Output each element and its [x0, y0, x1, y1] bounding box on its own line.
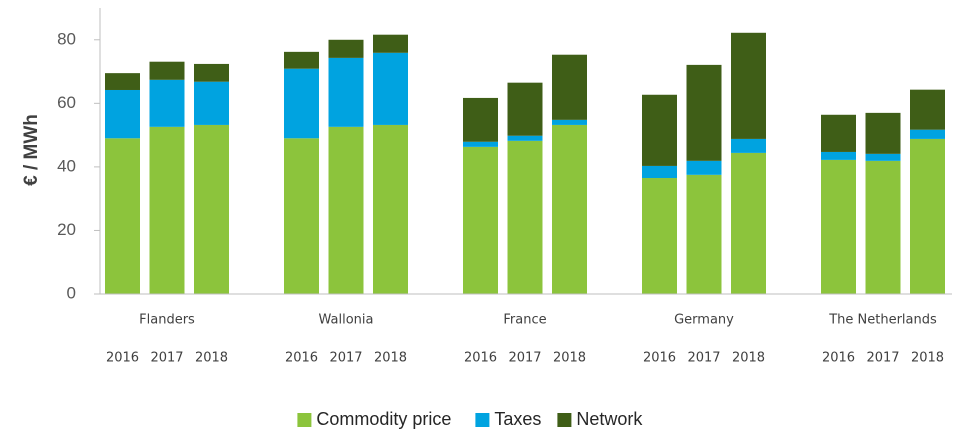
legend-swatch	[475, 413, 490, 427]
bar-segment	[552, 119, 587, 125]
bar-segment	[328, 57, 364, 127]
bar-segment	[507, 140, 543, 294]
bar-segment	[686, 174, 722, 294]
bar-segment	[910, 129, 945, 139]
x-tick-label: 2017	[687, 351, 720, 366]
bar-segment	[910, 138, 945, 294]
bar-segment	[373, 34, 408, 53]
bar-segment	[194, 81, 229, 125]
x-tick-label: 2016	[285, 351, 318, 366]
group-label: France	[503, 313, 546, 328]
bar-segment	[284, 138, 319, 294]
x-tick-label: 2016	[643, 351, 676, 366]
bar-segment	[642, 178, 677, 294]
bar-segment	[149, 79, 185, 127]
bar-segment	[284, 68, 319, 139]
legend-label: Commodity price	[316, 409, 451, 429]
bar-segment	[865, 160, 901, 294]
bar-segment	[373, 52, 408, 125]
bar-segment	[910, 89, 945, 130]
bar-segment	[821, 151, 856, 160]
bar-segment	[686, 64, 722, 161]
legend-swatch	[297, 413, 312, 427]
x-tick-label: 2017	[866, 351, 899, 366]
y-tick-label: 40	[57, 156, 76, 175]
x-tick-label: 2016	[822, 351, 855, 366]
bar-segment	[105, 73, 140, 90]
bar-segment	[328, 39, 364, 58]
bar-segment	[149, 61, 185, 80]
bar-segment	[821, 159, 856, 294]
bar-segment	[463, 146, 498, 294]
bar-segment	[642, 165, 677, 179]
bar-segment	[463, 97, 498, 142]
x-tick-label: 2017	[150, 351, 183, 366]
bar-segment	[194, 124, 229, 294]
y-tick-label: 60	[57, 93, 76, 112]
group-label: Flanders	[139, 313, 195, 328]
bar-segment	[194, 63, 229, 82]
bar-segment	[552, 54, 587, 120]
bar-segment	[105, 89, 140, 139]
x-tick-label: 2018	[374, 351, 407, 366]
y-tick-label: 0	[67, 283, 76, 302]
bar-segment	[284, 51, 319, 69]
group-label: The Netherlands	[828, 313, 937, 328]
bar-segment	[731, 138, 766, 153]
bar-segment	[507, 82, 543, 136]
legend-label: Taxes	[494, 409, 541, 429]
bar-segment	[642, 94, 677, 166]
bar-segment	[507, 135, 543, 141]
bar-segment	[328, 126, 364, 294]
x-tick-label: 2017	[329, 351, 362, 366]
bar-segment	[821, 114, 856, 152]
legend-label: Network	[576, 409, 643, 429]
bar-segment	[552, 124, 587, 294]
bar-segment	[463, 141, 498, 147]
bar-segment	[686, 160, 722, 175]
y-tick-label: 80	[57, 29, 76, 48]
y-tick-label: 20	[57, 220, 76, 239]
x-tick-label: 2018	[732, 351, 765, 366]
bar-segment	[731, 152, 766, 294]
group-label: Germany	[674, 313, 734, 328]
bar-segment	[865, 112, 901, 154]
bar-segment	[105, 138, 140, 294]
group-label: Wallonia	[319, 313, 374, 328]
x-tick-label: 2016	[106, 351, 139, 366]
x-tick-label: 2018	[911, 351, 944, 366]
legend-swatch	[557, 413, 572, 427]
x-tick-label: 2018	[553, 351, 586, 366]
bar-segment	[373, 124, 408, 294]
x-tick-label: 2017	[508, 351, 541, 366]
x-tick-label: 2018	[195, 351, 228, 366]
bar-segment	[731, 32, 766, 139]
x-tick-label: 2016	[464, 351, 497, 366]
y-axis-label: € / MWh	[21, 114, 42, 186]
bar-segment	[149, 126, 185, 294]
bar-segment	[865, 153, 901, 161]
